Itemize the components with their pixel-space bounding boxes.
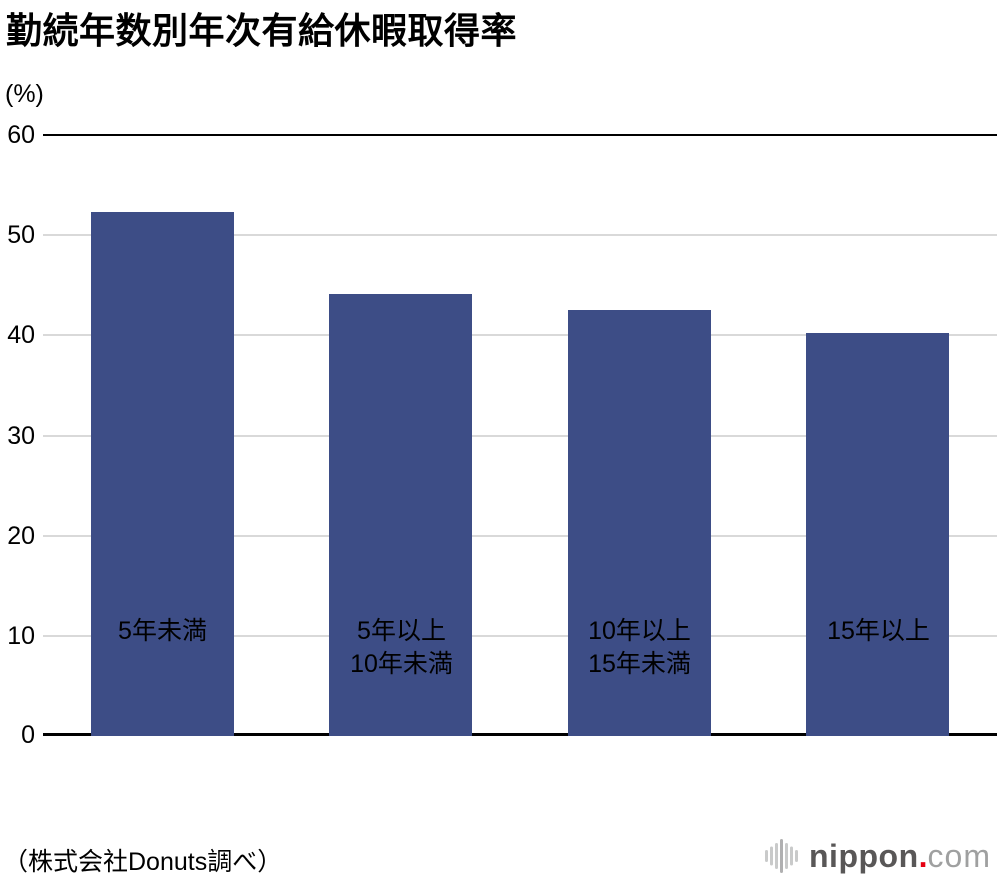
- nippon-logo: nippon.com: [765, 836, 991, 876]
- logo-tld-text: com: [927, 838, 991, 874]
- x-label-4: 15年以上: [827, 617, 930, 645]
- nippon-logo-icon: [765, 839, 798, 873]
- bar-2: [329, 294, 472, 736]
- y-tick-label-40: 40: [7, 321, 35, 349]
- gridline-60: [43, 134, 997, 136]
- y-tick-label-50: 50: [7, 221, 35, 249]
- gridline-30: [43, 435, 997, 437]
- gridline-10: [43, 635, 997, 637]
- y-tick-label-30: 30: [7, 422, 35, 450]
- y-axis-unit-label: (%): [5, 80, 44, 108]
- bar-1: [91, 212, 234, 736]
- gridline-50: [43, 234, 997, 236]
- gridline-40: [43, 334, 997, 336]
- source-note: （株式会社Donuts調べ）: [3, 848, 283, 876]
- plot-area: [43, 134, 997, 736]
- chart-title: 勤続年数別年次有給休暇取得率: [6, 10, 518, 51]
- gridline-20: [43, 535, 997, 537]
- y-tick-label-10: 10: [7, 622, 35, 650]
- x-label-3: 10年以上 15年未満: [588, 617, 691, 678]
- y-tick-label-20: 20: [7, 522, 35, 550]
- nippon-logo-text: nippon.com: [809, 836, 991, 876]
- logo-dot: .: [918, 838, 928, 874]
- bar-4: [806, 333, 949, 736]
- y-tick-label-60: 60: [7, 121, 35, 149]
- bar-3: [568, 310, 711, 736]
- x-label-1: 5年未満: [118, 617, 207, 645]
- logo-brand-text: nippon: [809, 838, 919, 874]
- bar-chart: 0 10 20 30 40 50 60: [0, 121, 997, 749]
- x-label-2: 5年以上 10年未満: [350, 617, 453, 678]
- gridline-0: [43, 733, 997, 736]
- y-tick-label-0: 0: [21, 721, 35, 749]
